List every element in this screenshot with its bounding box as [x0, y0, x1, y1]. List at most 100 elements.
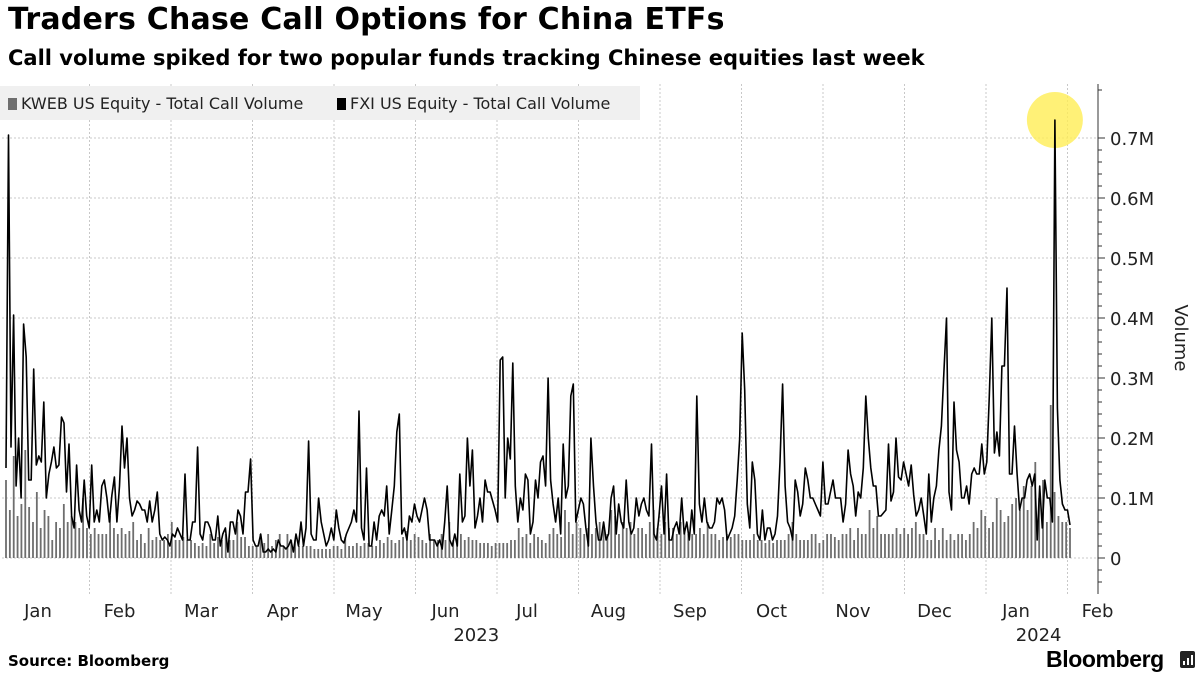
kweb-bar — [32, 522, 34, 558]
kweb-bar — [379, 540, 381, 558]
grid-lines — [2, 84, 1098, 594]
x-tick-label: Sep — [673, 601, 707, 622]
kweb-bar — [124, 534, 127, 558]
kweb-bar — [591, 534, 593, 558]
bloomberg-terminal-icon — [1180, 651, 1195, 668]
kweb-bar — [760, 540, 763, 558]
legend-swatch-kweb — [8, 98, 17, 110]
kweb-bar — [783, 540, 786, 558]
kweb-bar — [290, 540, 293, 558]
kweb-bar — [645, 534, 647, 558]
kweb-bar — [325, 549, 327, 558]
kweb-bar — [533, 534, 536, 558]
kweb-bar — [510, 540, 512, 558]
legend: KWEB US Equity - Total Call Volume FXI U… — [0, 86, 640, 120]
kweb-bar — [70, 516, 73, 558]
kweb-bar — [205, 546, 208, 558]
kweb-bar — [62, 504, 65, 558]
kweb-bar — [991, 522, 994, 558]
legend-label-kweb: KWEB US Equity - Total Call Volume — [21, 94, 304, 113]
kweb-bar — [382, 543, 385, 558]
kweb-bar — [953, 540, 956, 558]
kweb-bar — [97, 534, 100, 558]
kweb-bar — [1015, 498, 1017, 558]
legend-item-fxi: FXI US Equity - Total Call Volume — [337, 94, 610, 113]
kweb-bar — [47, 516, 50, 558]
kweb-bar — [120, 528, 123, 558]
kweb-bar — [768, 540, 771, 558]
kweb-bar — [660, 534, 663, 558]
x-tick-label: Jan — [1001, 601, 1030, 622]
kweb-bar — [625, 528, 628, 558]
kweb-bar — [521, 537, 524, 558]
kweb-bar — [228, 540, 231, 558]
kweb-bar — [244, 537, 246, 558]
kweb-bar — [699, 528, 701, 558]
kweb-bar — [895, 528, 898, 558]
kweb-bar — [984, 516, 987, 558]
kweb-bar — [552, 528, 555, 558]
kweb-bar — [74, 522, 77, 558]
kweb-bar — [826, 534, 829, 558]
kweb-bar — [459, 534, 462, 558]
kweb-bar — [926, 540, 929, 558]
kweb-bar — [594, 528, 597, 558]
y-axis: 0 0.1M 0.2M 0.3M 0.4M 0.5M 0.6M 0.7M — [1097, 84, 1154, 594]
x-year-label: 2023 — [453, 625, 499, 646]
kweb-bar — [55, 522, 58, 558]
kweb-bar — [313, 549, 316, 558]
kweb-bar — [105, 534, 108, 558]
kweb-bar — [810, 534, 813, 558]
kweb-bar — [12, 456, 15, 558]
kweb-bar — [78, 528, 81, 558]
kweb-bar — [452, 540, 455, 558]
kweb-bar — [398, 540, 401, 558]
kweb-bar — [513, 540, 516, 558]
y-tick-label: 0.6M — [1110, 189, 1154, 210]
kweb-bar — [672, 528, 674, 558]
kweb-bar — [267, 534, 270, 558]
kweb-bar — [463, 540, 466, 558]
kweb-bar — [1045, 522, 1048, 558]
kweb-bar — [309, 546, 312, 558]
kweb-bar — [860, 534, 863, 558]
chart-title: Traders Chase Call Options for China ETF… — [8, 2, 725, 37]
kweb-bar — [602, 528, 605, 558]
kweb-bar — [668, 528, 670, 558]
kweb-bar — [232, 540, 235, 558]
kweb-bar — [544, 543, 547, 558]
kweb-bar — [629, 522, 632, 558]
kweb-bar — [795, 534, 798, 558]
kweb-bar — [583, 534, 586, 558]
kweb-bar — [240, 537, 243, 558]
kweb-bar — [140, 534, 142, 558]
kweb-bar — [822, 540, 825, 558]
kweb-bar — [907, 534, 909, 558]
kweb-bar — [806, 540, 809, 558]
kweb-bar — [841, 534, 844, 558]
kweb-bar — [479, 543, 482, 558]
y-tick-label: 0.4M — [1110, 309, 1154, 330]
kweb-bar — [706, 522, 709, 558]
kweb-bar — [498, 543, 501, 558]
kweb-bar — [321, 549, 324, 558]
kweb-bar — [402, 537, 404, 558]
kweb-bar — [938, 540, 940, 558]
kweb-bar — [610, 510, 613, 558]
kweb-bar — [143, 543, 146, 558]
kweb-bar — [1057, 516, 1060, 558]
kweb-bar — [433, 540, 435, 558]
kweb-bar — [999, 510, 1002, 558]
kweb-bar — [328, 549, 331, 558]
kweb-bar — [965, 540, 967, 558]
kweb-bar — [421, 540, 424, 558]
kweb-bar — [949, 534, 952, 558]
kweb-bar — [155, 537, 158, 558]
kweb-bar — [101, 534, 104, 558]
kweb-bar — [633, 534, 636, 558]
kweb-bar — [490, 546, 493, 558]
kweb-bar — [220, 540, 223, 558]
kweb-bar — [525, 534, 528, 558]
kweb-bar — [51, 540, 54, 558]
